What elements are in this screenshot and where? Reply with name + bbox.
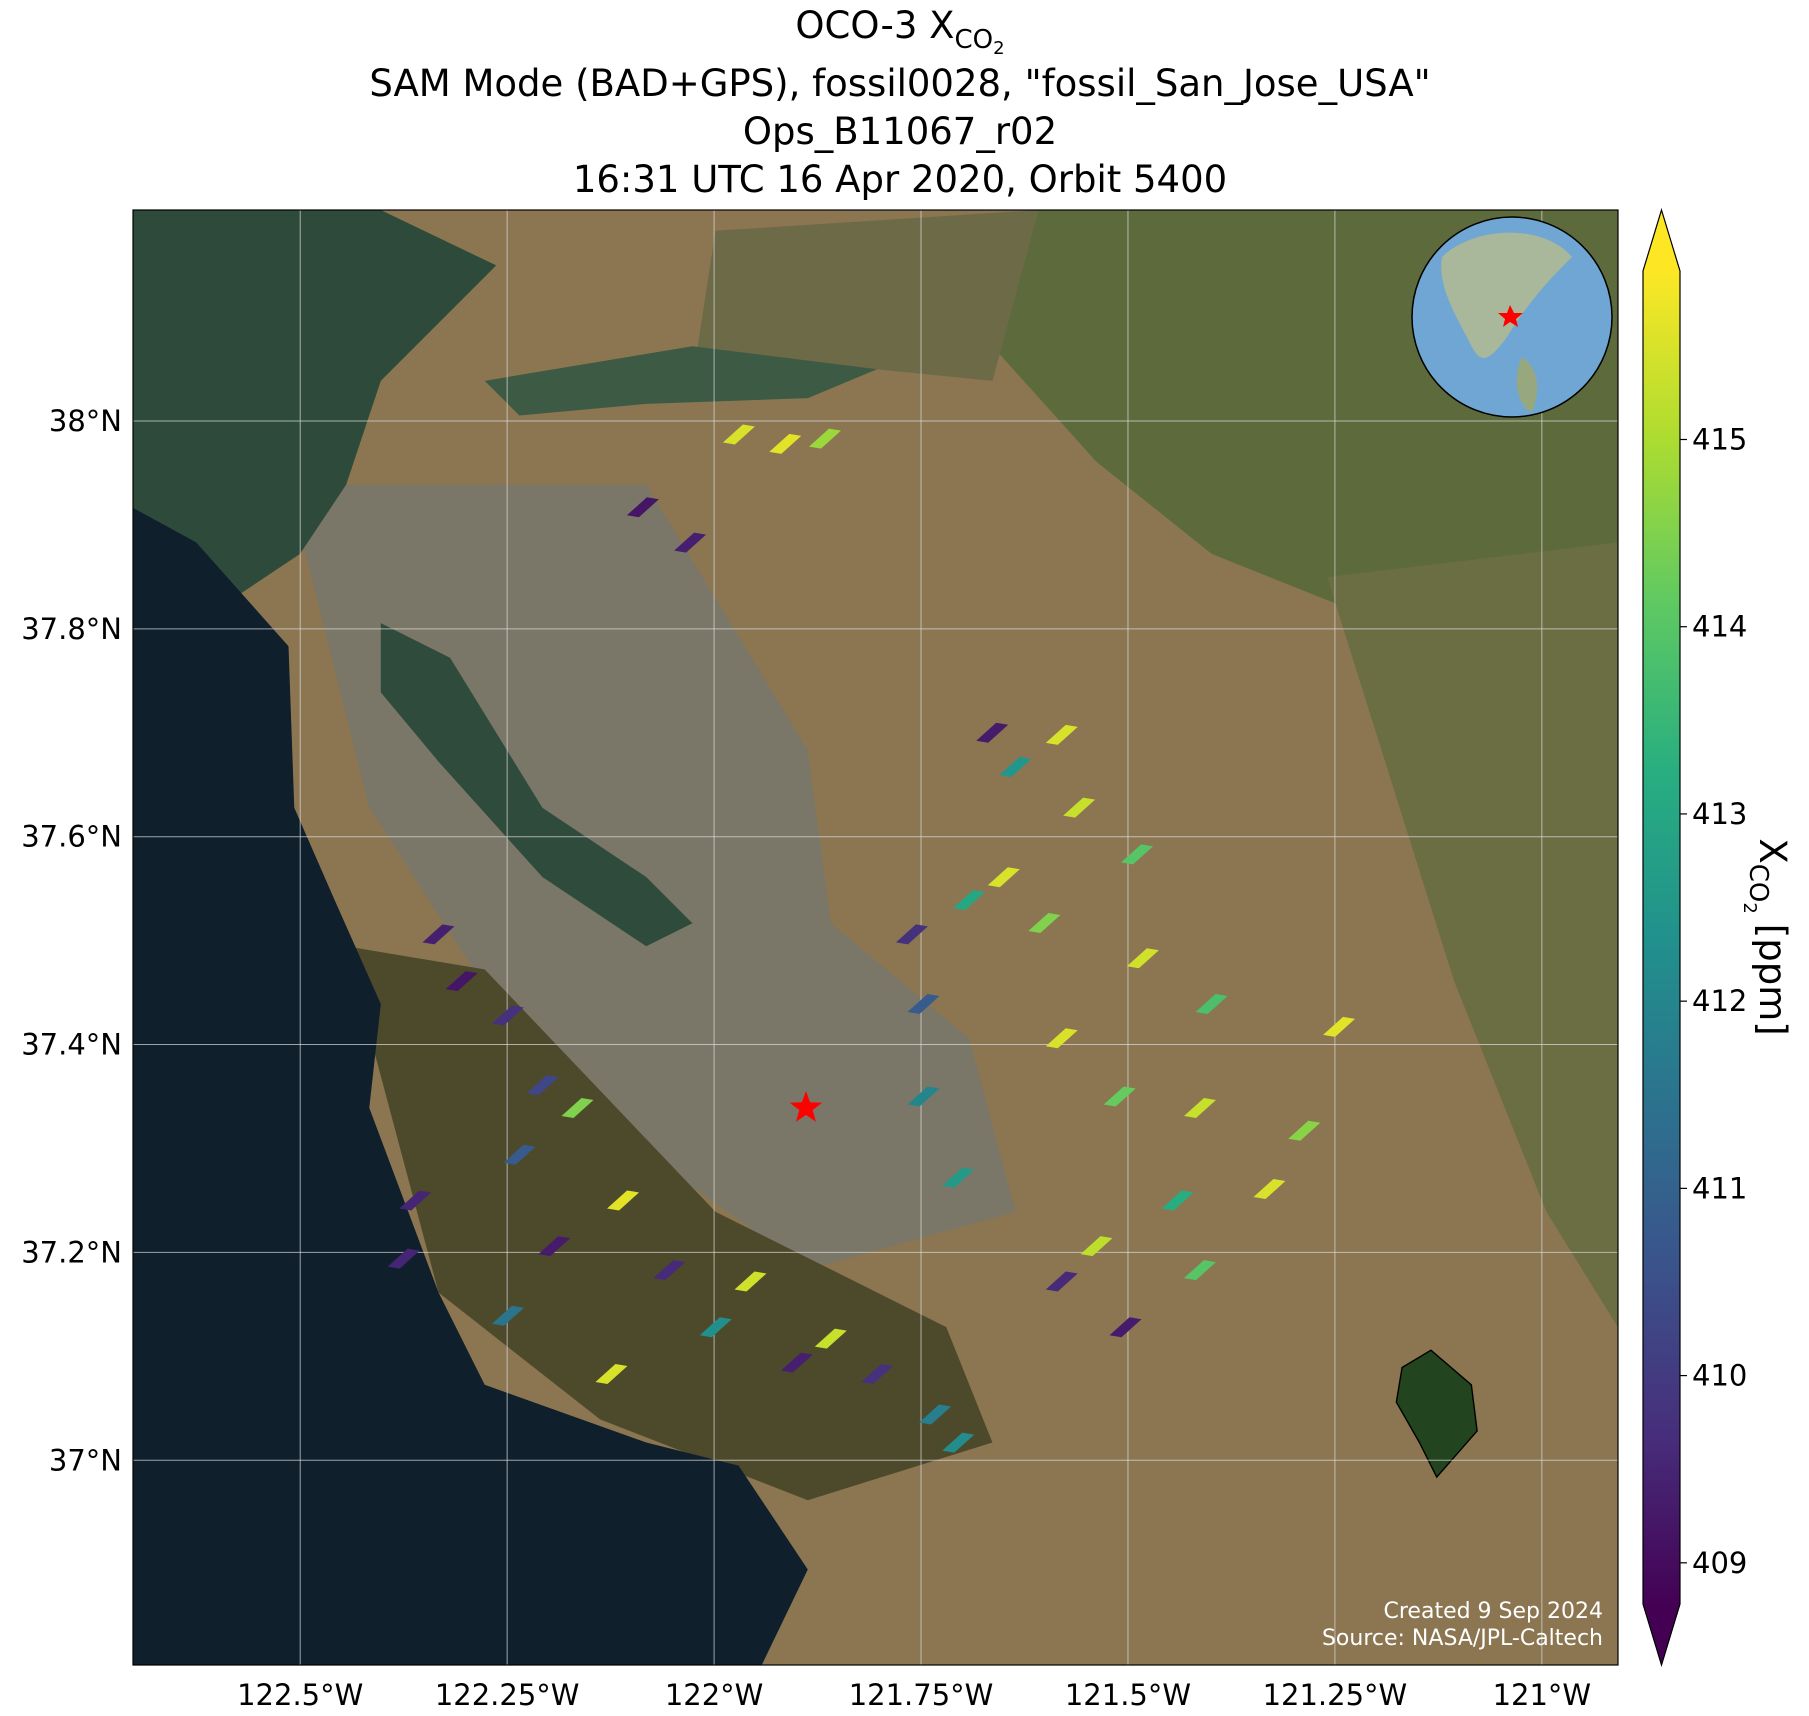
sounding-cell <box>526 1075 559 1096</box>
sounding-cell <box>491 1305 524 1326</box>
sounding-cell <box>399 1190 432 1211</box>
sounding-cell <box>607 1190 640 1211</box>
x-tick-label: 122.5°W <box>237 1678 363 1712</box>
sounding-cell <box>814 1328 847 1349</box>
colorbar-extend-min <box>1643 1604 1680 1665</box>
grid <box>133 210 1618 1665</box>
sounding-cell <box>387 1248 420 1269</box>
sounding-cell <box>734 1271 767 1292</box>
subtitles: SAM Mode (BAD+GPS), fossil0028, "fossil_… <box>369 62 1430 201</box>
x-tick-label: 121.25°W <box>1263 1678 1408 1712</box>
sounding-cell <box>595 1364 628 1384</box>
credit: Created 9 Sep 2024 <box>1384 1599 1604 1624</box>
sounding-cell <box>1183 1097 1216 1118</box>
sounding-cell <box>987 867 1020 888</box>
sounding-cell <box>895 924 928 945</box>
y-tick-label: 37.8°N <box>21 612 122 646</box>
sounding-cell <box>1161 1190 1194 1211</box>
sounding-cell <box>538 1236 571 1257</box>
sounding-cell <box>1121 844 1154 865</box>
chart-subtitle: SAM Mode (BAD+GPS), fossil0028, "fossil_… <box>369 62 1430 105</box>
sounding-cell <box>1045 724 1078 745</box>
x-tick-label: 121°W <box>1493 1678 1592 1712</box>
x-tick-label: 121.75°W <box>849 1678 994 1712</box>
x-tick-label: 121.5°W <box>1065 1678 1191 1712</box>
sounding-cell <box>445 971 478 992</box>
sounding-cell <box>674 532 707 553</box>
sounding-cell <box>999 757 1032 778</box>
x-tick-label: 122°W <box>665 1678 764 1712</box>
sounding-cell <box>907 1086 940 1107</box>
y-tick-label: 38°N <box>49 404 122 438</box>
sounding-cell <box>861 1364 894 1384</box>
sounding-cell <box>503 1144 536 1165</box>
soundings <box>387 424 1356 1453</box>
colorbar-tick-label: 409 <box>1692 1546 1747 1580</box>
sounding-cell <box>1323 1016 1356 1037</box>
target-marker <box>789 1090 823 1122</box>
sounding-cell <box>699 1317 732 1338</box>
y-tick-label: 37.2°N <box>21 1235 122 1269</box>
y-tick-label: 37°N <box>49 1443 122 1477</box>
colorbar: 409 410 411 412 413 414 415 <box>1642 207 1747 1668</box>
sounding-cell <box>1109 1317 1142 1338</box>
sounding-cell <box>953 890 986 911</box>
colorbar-tick-label: 412 <box>1692 984 1747 1018</box>
map-frame <box>132 209 1619 1666</box>
y-tick-label: 37.6°N <box>21 820 122 854</box>
basemap: Created 9 Sep 2024 Source: NASA/JPL-Calt… <box>133 210 1618 1665</box>
sounding-cell <box>653 1260 686 1281</box>
sounding-cell <box>919 1404 952 1425</box>
sounding-cell <box>491 1005 524 1026</box>
chart-title: OCO-3 XCO2 <box>795 4 1004 59</box>
axes: 122.5°W 122.25°W 122°W 121.75°W 121.5°W 121.2… <box>21 404 1591 1712</box>
sounding-cell <box>907 994 940 1015</box>
sounding-cell <box>1063 797 1096 818</box>
colorbar-body <box>1643 271 1680 1604</box>
sounding-cell <box>626 497 659 518</box>
sounding-cell <box>1103 1086 1136 1107</box>
sounding-cell <box>722 424 755 445</box>
sounding-cell <box>942 1167 975 1188</box>
sounding-cell <box>1288 1120 1321 1141</box>
colorbar-extend-max <box>1643 210 1680 271</box>
colorbar-frame <box>1642 207 1681 1668</box>
colorbar-tick-label: 413 <box>1692 797 1747 831</box>
sounding-cell <box>780 1352 813 1373</box>
sounding-cell <box>1045 1271 1078 1292</box>
sounding-cell <box>561 1097 594 1118</box>
colorbar-tick-label: 415 <box>1692 422 1747 456</box>
colorbar-tick-label: 414 <box>1692 610 1747 644</box>
y-tick-label: 37.4°N <box>21 1028 122 1062</box>
chart-subtitle: Ops_B11067_r02 <box>743 110 1057 153</box>
globe-inset <box>1411 216 1613 418</box>
sounding-cell <box>1195 994 1228 1015</box>
sounding-cell <box>1126 948 1159 969</box>
sounding-cell <box>422 924 455 945</box>
sounding-cell <box>769 433 802 454</box>
sounding-cell <box>1253 1179 1286 1200</box>
sounding-cell <box>1183 1260 1216 1281</box>
x-tick-label: 122.25°W <box>435 1678 580 1712</box>
sounding-cell <box>942 1432 975 1453</box>
colorbar-tick-label: 410 <box>1692 1359 1747 1393</box>
sounding-cell <box>1080 1236 1113 1257</box>
sounding-cell <box>809 428 842 449</box>
chart-subtitle: 16:31 UTC 16 Apr 2020, Orbit 5400 <box>573 158 1227 201</box>
colorbar-tick-label: 411 <box>1692 1171 1747 1205</box>
credit: Source: NASA/JPL-Caltech <box>1322 1626 1603 1651</box>
colorbar-label: XCO2[ppm] <box>1739 838 1794 1035</box>
sounding-cell <box>1045 1028 1078 1049</box>
sounding-cell <box>1028 912 1061 933</box>
sounding-cell <box>976 722 1009 743</box>
